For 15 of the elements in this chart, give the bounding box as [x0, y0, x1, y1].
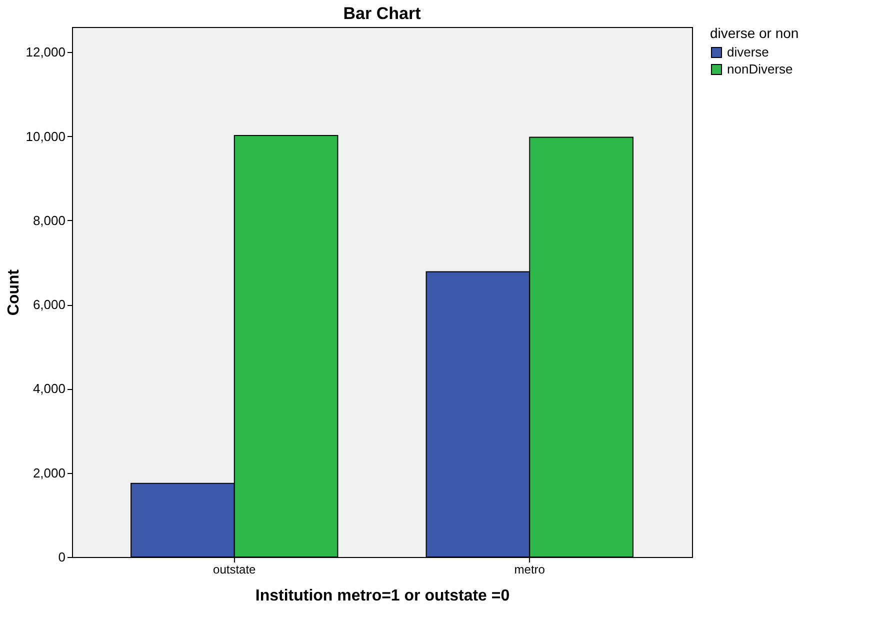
y-tick-label: 0 — [58, 550, 66, 564]
y-axis-title: Count — [6, 268, 23, 316]
chart-title: Bar Chart — [343, 4, 422, 23]
x-tick-label: outstate — [213, 562, 256, 576]
legend-label: diverse — [727, 44, 769, 60]
x-axis-title: Institution metro=1 or outstate =0 — [255, 588, 510, 604]
y-tick-label: 2,000 — [32, 465, 66, 480]
legend-title: diverse or non — [710, 25, 799, 41]
y-tick-label: 8,000 — [32, 212, 66, 228]
x-tick-label: metro — [514, 562, 546, 576]
y-tick-label: 10,000 — [26, 128, 66, 144]
y-tick-label: 6,000 — [32, 297, 66, 312]
y-tick-label: 4,000 — [32, 381, 66, 396]
legend-label: nonDiverse — [727, 62, 793, 76]
y-tick-label: 12,000 — [26, 44, 66, 60]
